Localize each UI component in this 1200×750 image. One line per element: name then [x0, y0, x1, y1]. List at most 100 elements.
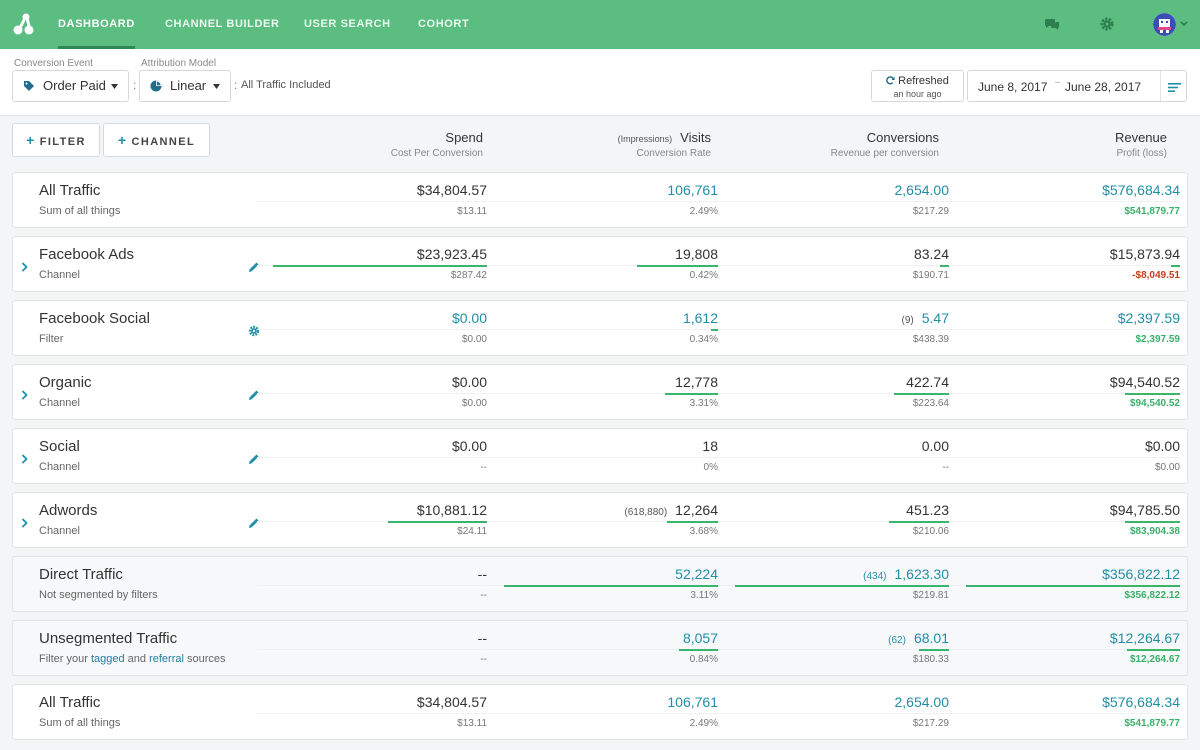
cell-value: $0.00	[452, 438, 487, 454]
pencil-icon[interactable]	[248, 453, 260, 465]
bar-fill	[940, 265, 949, 267]
cell-spend[interactable]: $0.00 $0.00	[257, 365, 487, 419]
chevron-right-icon[interactable]	[21, 454, 28, 464]
cell-revenue[interactable]: $94,540.52 $94,540.52	[950, 365, 1180, 419]
conversion-event-dropdown[interactable]: Order Paid	[12, 70, 129, 102]
cell-visits[interactable]: 12,778 3.31%	[488, 365, 718, 419]
chevron-right-icon[interactable]	[21, 390, 28, 400]
cell-spend[interactable]: $0.00 $0.00	[257, 301, 487, 355]
table-row[interactable]: Social Channel $0.00 -- 18 0% 0.00 -- $0.00 $0.00	[12, 428, 1188, 484]
cell-divider	[488, 713, 718, 714]
bar-fill	[679, 649, 718, 651]
row-subtitle: Channel	[39, 461, 80, 473]
cell-spend[interactable]: $34,804.57 $13.11	[257, 685, 487, 739]
chevron-down-icon	[111, 84, 118, 89]
cell-conversions[interactable]: 2,654.00 $217.29	[719, 685, 949, 739]
nav-user-search[interactable]: USER SEARCH	[304, 18, 391, 30]
pencil-icon[interactable]	[248, 261, 260, 273]
table-row[interactable]: Direct Traffic Not segmented by filters --…	[12, 556, 1188, 612]
cell-divider	[950, 265, 1180, 266]
cell-conversions[interactable]: (434) 1,623.30 $219.81	[719, 557, 949, 611]
cell-value: $94,785.50	[1110, 502, 1180, 518]
cell-conversions[interactable]: 2,654.00 $217.29	[719, 173, 949, 227]
cell-spend[interactable]: -- --	[257, 557, 487, 611]
table-row[interactable]: Facebook Social Filter $0.00 $0.00 1,612 0.34…	[12, 300, 1188, 356]
nav-cohort[interactable]: COHORT	[418, 18, 470, 30]
cell-revenue[interactable]: $15,873.94 -$8,049.51	[950, 237, 1180, 291]
cell-conversions[interactable]: 422.74 $223.64	[719, 365, 949, 419]
filter-lines-icon[interactable]	[1168, 82, 1181, 93]
bar-fill	[1171, 265, 1180, 267]
cell-conversions[interactable]: 0.00 --	[719, 429, 949, 483]
cell-revenue[interactable]: $576,684.34 $541,879.77	[950, 173, 1180, 227]
cell-value-text: 422.74	[906, 374, 949, 390]
cell-value-text: 106,761	[667, 694, 718, 710]
source-link[interactable]: referral	[149, 653, 184, 665]
cell-revenue[interactable]: $0.00 $0.00	[950, 429, 1180, 483]
date-start[interactable]: June 8, 2017	[978, 80, 1048, 94]
nav-channel-builder[interactable]: CHANNEL BUILDER	[165, 18, 280, 30]
cell-spend[interactable]: $23,923.45 $287.42	[257, 237, 487, 291]
table-row[interactable]: Unsegmented Traffic Filter your tagged an…	[12, 620, 1188, 676]
cell-value-text: 1,612	[682, 310, 718, 326]
cell-visits[interactable]: 1,612 0.34%	[488, 301, 718, 355]
gear-icon[interactable]	[248, 325, 260, 337]
cell-value-text: $356,822.12	[1102, 566, 1180, 582]
chat-icon[interactable]	[1044, 16, 1060, 32]
column-header-conversions[interactable]: Conversions	[699, 130, 939, 145]
row-subtitle: Sum of all things	[39, 205, 121, 217]
cell-conversions[interactable]: 451.23 $210.06	[719, 493, 949, 547]
cell-secondary: $217.29	[912, 718, 949, 729]
date-range-picker[interactable]: June 8, 2017 – June 28, 2017	[967, 70, 1187, 102]
nav-dashboard[interactable]: DASHBOARD	[58, 0, 135, 49]
cell-visits[interactable]: 106,761 2.49%	[488, 685, 718, 739]
table-row[interactable]: Adwords Channel $10,881.12 $24.11 (618,880) 1…	[12, 492, 1188, 548]
gear-icon[interactable]	[1099, 16, 1115, 32]
cell-revenue[interactable]: $576,684.34 $541,879.77	[950, 685, 1180, 739]
cell-value-text: $576,684.34	[1102, 694, 1180, 710]
cell-visits[interactable]: 106,761 2.49%	[488, 173, 718, 227]
cell-revenue[interactable]: $2,397.59 $2,397.59	[950, 301, 1180, 355]
cell-conversions[interactable]: (9) 5.47 $438.39	[719, 301, 949, 355]
cell-secondary: --	[942, 462, 949, 473]
cell-divider	[719, 329, 949, 330]
cell-conversions[interactable]: 83.24 $190.71	[719, 237, 949, 291]
cell-visits[interactable]: 8,057 0.84%	[488, 621, 718, 675]
cell-visits[interactable]: 52,224 3.11%	[488, 557, 718, 611]
source-link[interactable]: tagged	[90, 653, 125, 665]
column-header-revenue[interactable]: Revenue	[927, 130, 1167, 145]
cell-revenue[interactable]: $12,264.67 $12,264.67	[950, 621, 1180, 675]
chevron-down-icon[interactable]	[1180, 21, 1188, 27]
cell-visits[interactable]: (618,880) 12,264 3.68%	[488, 493, 718, 547]
row-subtitle: Sum of all things	[39, 717, 121, 729]
chevron-right-icon[interactable]	[21, 262, 28, 272]
cell-spend[interactable]: $0.00 --	[257, 429, 487, 483]
cell-revenue[interactable]: $94,785.50 $83,904.38	[950, 493, 1180, 547]
conversion-event-value: Order Paid	[43, 78, 106, 93]
cell-value-text: 2,654.00	[894, 182, 950, 198]
table-row[interactable]: All Traffic Sum of all things $34,804.57 $1…	[12, 172, 1188, 228]
table-row[interactable]: Facebook Ads Channel $23,923.45 $287.42 19,8…	[12, 236, 1188, 292]
attribution-model-dropdown[interactable]: Linear	[139, 70, 231, 102]
table-row[interactable]: All Traffic Sum of all things $34,804.57 $1…	[12, 684, 1188, 740]
cell-revenue[interactable]: $356,822.12 $356,822.12	[950, 557, 1180, 611]
logo-icon[interactable]	[12, 12, 36, 36]
cell-spend[interactable]: $10,881.12 $24.11	[257, 493, 487, 547]
refresh-button[interactable]: Refreshed an hour ago	[871, 70, 964, 102]
column-header-spend[interactable]: Spend	[243, 130, 483, 145]
avatar[interactable]	[1153, 13, 1176, 36]
column-header-visits[interactable]: (Impressions) Visits	[471, 130, 711, 145]
column-title: Conversions	[866, 130, 939, 145]
table-row[interactable]: Organic Channel $0.00 $0.00 12,778 3.31% 422.7…	[12, 364, 1188, 420]
cell-spend[interactable]: $34,804.57 $13.11	[257, 173, 487, 227]
cell-visits[interactable]: 19,808 0.42%	[488, 237, 718, 291]
pencil-icon[interactable]	[248, 517, 260, 529]
cell-conversions[interactable]: (62) 68.01 $180.33	[719, 621, 949, 675]
cell-visits[interactable]: 18 0%	[488, 429, 718, 483]
add-filter-button[interactable]: + FILTER	[12, 123, 100, 157]
chevron-right-icon[interactable]	[21, 518, 28, 528]
cell-spend[interactable]: -- --	[257, 621, 487, 675]
pencil-icon[interactable]	[248, 389, 260, 401]
date-end[interactable]: June 28, 2017	[1065, 80, 1142, 94]
add-channel-button[interactable]: + CHANNEL	[103, 123, 210, 157]
